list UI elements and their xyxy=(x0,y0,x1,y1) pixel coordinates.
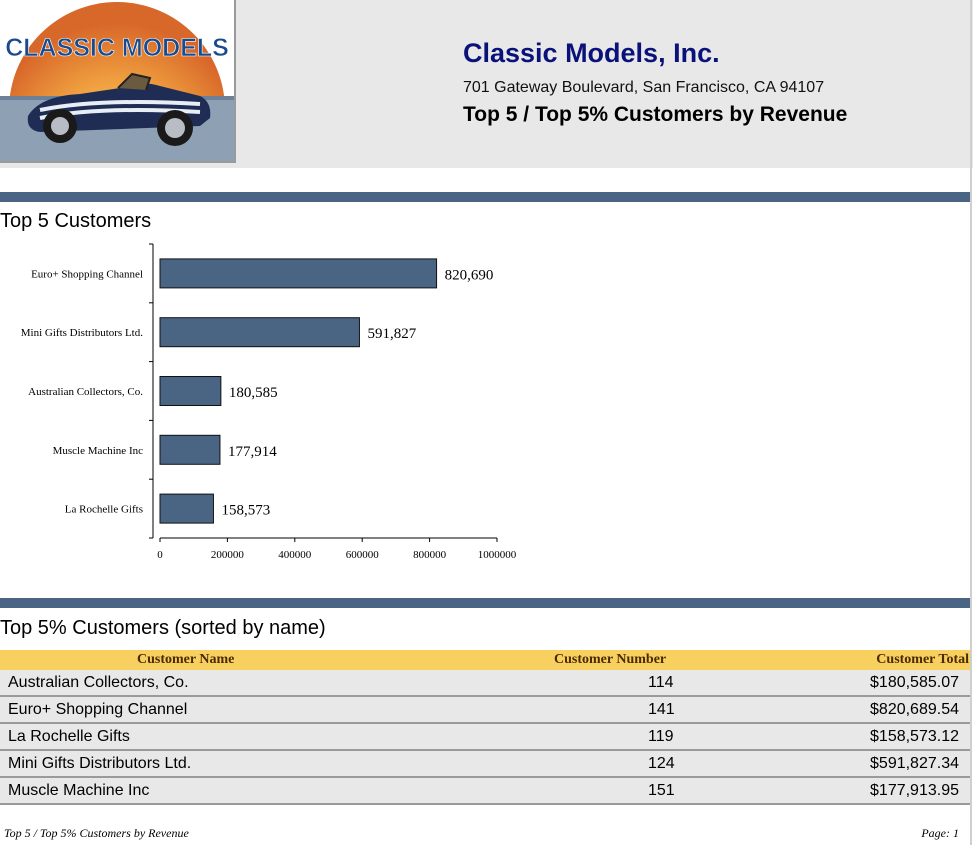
report-header: CLASSIC MODELS Classic Models, Inc. 701 … xyxy=(0,0,973,168)
cell-customer-number: 141 xyxy=(648,701,675,718)
y-tick-label: Australian Collectors, Co. xyxy=(28,386,143,398)
data-label: 820,690 xyxy=(445,267,494,283)
company-name: Classic Models, Inc. xyxy=(463,38,720,68)
cell-customer-name: Muscle Machine Inc xyxy=(8,782,150,799)
top5-heading: Top 5 Customers xyxy=(0,210,152,232)
x-tick-label: 1000000 xyxy=(478,549,517,561)
company-address: 701 Gateway Boulevard, San Francisco, CA… xyxy=(463,79,825,96)
footer-report-title: Top 5 / Top 5% Customers by Revenue xyxy=(4,826,189,840)
cell-customer-total: $820,689.54 xyxy=(870,701,959,718)
table-row: Euro+ Shopping Channel 141 $820,689.54 xyxy=(0,697,970,724)
bar xyxy=(159,434,221,465)
column-header-customer-total: Customer Total xyxy=(876,652,969,667)
car-illustration xyxy=(27,72,211,146)
cell-customer-total: $158,573.12 xyxy=(870,728,959,745)
customers-table: Customer Name Customer Number Customer T… xyxy=(0,650,970,805)
x-tick-label: 0 xyxy=(157,549,163,561)
cell-customer-total: $177,913.95 xyxy=(870,782,959,799)
top5-bar-chart: Euro+ Shopping Channel 820,690 Mini Gifts … xyxy=(21,243,517,561)
x-tick-label: 200000 xyxy=(211,549,245,561)
table-row: Muscle Machine Inc 151 $177,913.95 xyxy=(0,778,970,805)
bar xyxy=(159,376,222,406)
y-tick-label: La Rochelle Gifts xyxy=(65,504,143,516)
data-label: 177,914 xyxy=(228,444,277,460)
table-row: La Rochelle Gifts 119 $158,573.12 xyxy=(0,724,970,751)
cell-customer-number: 114 xyxy=(648,674,674,691)
column-header-customer-name: Customer Name xyxy=(137,652,235,667)
x-tick-label: 400000 xyxy=(278,549,312,561)
cell-customer-number: 151 xyxy=(648,782,675,799)
x-tick-label: 800000 xyxy=(413,549,447,561)
bar xyxy=(159,258,438,289)
y-tick-label: Muscle Machine Inc xyxy=(53,445,144,457)
data-label: 158,573 xyxy=(221,503,270,519)
cell-customer-total: $180,585.07 xyxy=(870,674,959,691)
logo-text: CLASSIC MODELS xyxy=(5,34,229,62)
y-tick-label: Euro+ Shopping Channel xyxy=(31,268,143,280)
cell-customer-number: 124 xyxy=(648,755,675,772)
cell-customer-name: Mini Gifts Distributors Ltd. xyxy=(8,755,192,772)
footer-page-number: Page: 1 xyxy=(921,826,959,840)
y-tick-label: Mini Gifts Distributors Ltd. xyxy=(21,327,143,339)
bar xyxy=(159,317,360,348)
data-label: 591,827 xyxy=(367,326,416,342)
column-header-customer-number: Customer Number xyxy=(554,652,667,667)
top5pct-heading: Top 5% Customers (sorted by name) xyxy=(0,617,326,639)
table-row: Australian Collectors, Co. 114 $180,585.… xyxy=(0,670,970,697)
page-edge xyxy=(970,0,972,845)
report-title: Top 5 / Top 5% Customers by Revenue xyxy=(463,103,848,126)
table-row: Mini Gifts Distributors Ltd. 124 $591,82… xyxy=(0,751,970,778)
data-label: 180,585 xyxy=(229,385,278,401)
cell-customer-name: Australian Collectors, Co. xyxy=(8,674,189,691)
cell-customer-name: La Rochelle Gifts xyxy=(8,728,130,745)
section-divider xyxy=(0,598,971,608)
cell-customer-total: $591,827.34 xyxy=(870,755,959,772)
cell-customer-number: 119 xyxy=(648,728,674,745)
section-divider xyxy=(0,192,971,202)
cell-customer-name: Euro+ Shopping Channel xyxy=(8,701,188,718)
bar xyxy=(159,493,214,524)
x-tick-label: 600000 xyxy=(346,549,380,561)
table-header-row: Customer Name Customer Number Customer T… xyxy=(0,650,970,670)
company-logo: CLASSIC MODELS xyxy=(0,0,236,163)
